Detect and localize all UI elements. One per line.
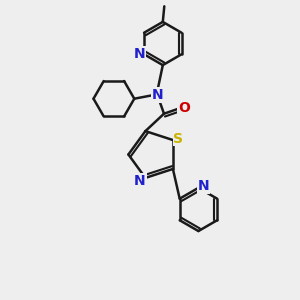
Text: N: N	[134, 47, 146, 61]
Text: N: N	[198, 179, 210, 194]
Text: N: N	[152, 88, 163, 102]
Text: O: O	[178, 101, 190, 115]
Text: N: N	[134, 174, 146, 188]
Text: S: S	[173, 131, 183, 146]
